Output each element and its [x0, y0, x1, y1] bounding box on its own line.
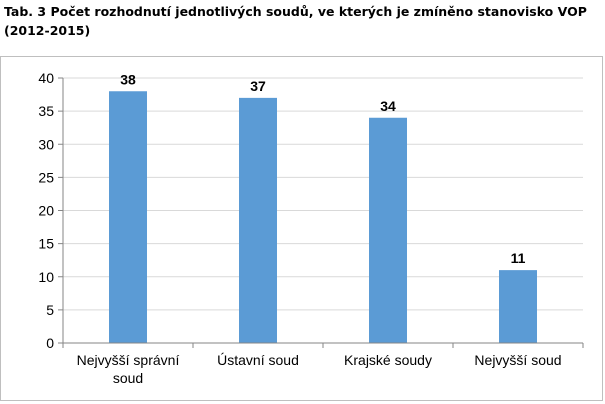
data-label: 11: [511, 250, 526, 266]
x-tick-label: soud: [113, 370, 143, 386]
data-label: 34: [380, 98, 396, 114]
y-tick-label: 35: [38, 103, 54, 119]
labels: 0 5 10 15 20 25 30 35 40 38 Nejvyšší správní soud 37…: [38, 70, 561, 386]
x-tick-label: Nejvyšší soud: [474, 352, 561, 368]
chart-title: Tab. 3 Počet rozhodnutí jednotlivých sou…: [4, 4, 587, 38]
y-tick-label: 5: [46, 302, 54, 318]
bar: [369, 117, 407, 343]
data-label: 37: [250, 78, 266, 94]
x-tick-label: Ústavní soud: [217, 352, 299, 368]
y-tick-label: 30: [38, 136, 54, 152]
bars: [109, 91, 537, 343]
bar: [239, 97, 277, 343]
bar: [499, 270, 537, 343]
axes: [58, 77, 584, 348]
gridlines: [63, 77, 583, 311]
y-tick-label: 0: [46, 335, 54, 351]
bar: [109, 91, 147, 343]
y-tick-label: 15: [38, 236, 54, 252]
y-tick-label: 40: [38, 70, 54, 86]
x-tick-label: Nejvyšší správní: [77, 352, 180, 368]
y-tick-label: 25: [38, 169, 54, 185]
data-label: 38: [120, 71, 136, 87]
y-tick-label: 10: [38, 269, 54, 285]
x-tick-label: Krajské soudy: [344, 352, 432, 368]
y-tick-label: 20: [38, 203, 54, 219]
